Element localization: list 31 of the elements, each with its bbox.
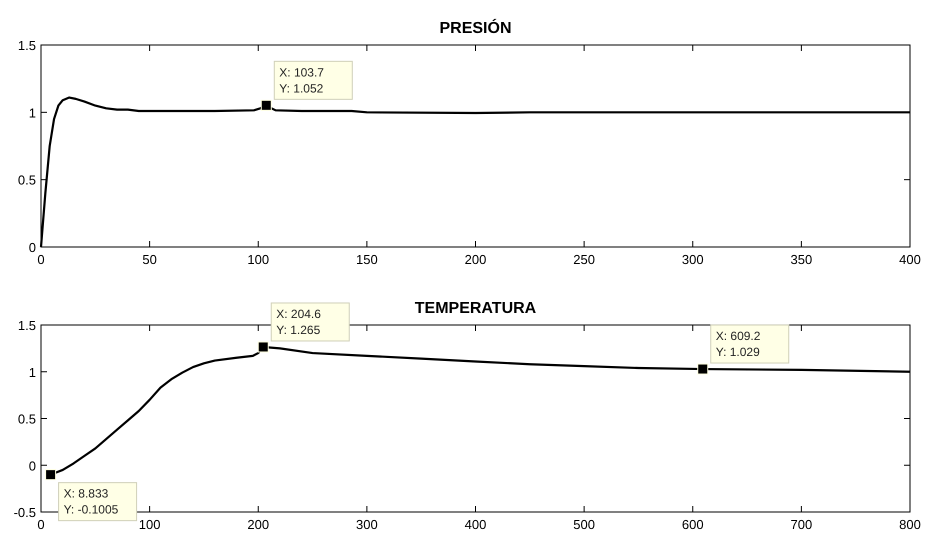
x-tick-label: 100: [138, 517, 160, 532]
x-tick-label: 500: [573, 517, 595, 532]
y-tick-label: 1.5: [18, 38, 36, 53]
x-tick-label: 800: [899, 517, 921, 532]
x-tick-label: 150: [356, 252, 378, 267]
annotation: X: 8.833 Y: -0.1005: [64, 486, 119, 517]
y-tick-label: 1: [28, 105, 36, 120]
x-tick-label: 200: [464, 252, 486, 267]
chart-title: PRESIÓN: [439, 18, 512, 37]
x-tick-label: 350: [790, 252, 812, 267]
annotation: X: 103.7 Y: 1.052: [279, 65, 324, 96]
x-tick-label: 300: [356, 517, 378, 532]
y-tick-label: 1.5: [18, 318, 36, 333]
x-tick-label: 600: [682, 517, 704, 532]
annotation: X: 204.6 Y: 1.265: [276, 306, 322, 337]
x-tick-label: 300: [682, 252, 704, 267]
x-tick-label: 50: [142, 252, 157, 267]
y-tick-label: 0: [28, 240, 36, 255]
x-tick-label: 400: [464, 517, 486, 532]
x-tick-label: 200: [247, 517, 270, 532]
x-tick-label: 250: [573, 252, 595, 267]
x-tick-label: 100: [247, 252, 270, 267]
chart-title: TEMPERATURA: [414, 300, 537, 317]
y-tick-label: 0.5: [18, 172, 36, 188]
y-tick-label: 1: [28, 364, 36, 380]
y-tick-label: 0: [28, 458, 36, 474]
x-tick-label: 700: [790, 517, 812, 532]
y-tick-label: -0.5: [14, 505, 36, 520]
annotation: X: 609.2 Y: 1.029: [716, 329, 761, 360]
x-tick-label: 400: [899, 252, 921, 267]
y-tick-label: 0.5: [18, 412, 36, 426]
